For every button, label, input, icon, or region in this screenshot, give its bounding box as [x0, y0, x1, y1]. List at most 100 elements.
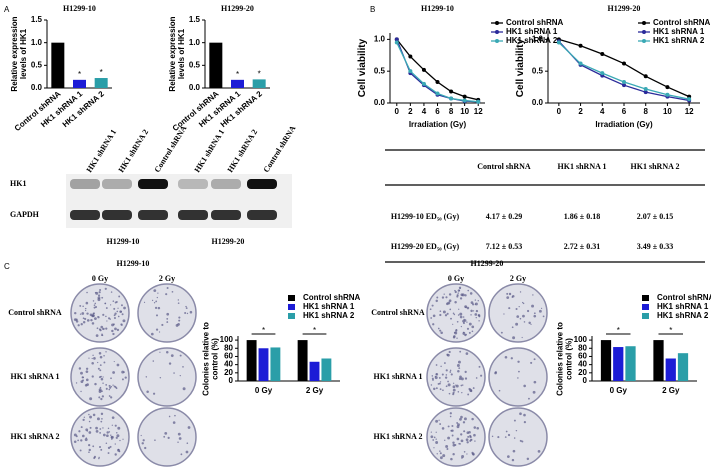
y-tick-label: 0.5 — [532, 66, 544, 75]
colony — [459, 350, 462, 353]
colony — [511, 296, 514, 298]
colony — [177, 432, 181, 436]
colony — [478, 315, 481, 318]
colony — [465, 438, 469, 442]
colony — [102, 328, 104, 330]
colony — [77, 324, 80, 327]
colony — [504, 355, 508, 359]
colony — [512, 449, 516, 453]
table-header: HK1 shRNA 2 — [631, 162, 680, 171]
colony — [110, 435, 114, 439]
bar — [625, 346, 636, 381]
colony — [89, 426, 92, 429]
colony — [455, 328, 458, 331]
colony — [95, 426, 98, 430]
table-header: HK1 shRNA 1 — [558, 162, 607, 171]
colony — [517, 377, 519, 379]
legend-label: HK1 shRNA 1 — [653, 27, 705, 36]
colony — [472, 303, 475, 306]
colony — [528, 397, 530, 400]
dish — [426, 283, 486, 343]
colony — [91, 322, 95, 325]
colony — [100, 325, 104, 329]
colony — [436, 453, 438, 455]
point — [408, 69, 413, 74]
y-tick-label: 100 — [574, 335, 588, 344]
colony — [466, 306, 470, 310]
colony — [81, 376, 84, 379]
colony — [473, 433, 476, 437]
colony — [469, 439, 472, 442]
x-axis-label: Irradiation (Gy) — [409, 120, 467, 129]
y-tick-label: 60 — [224, 352, 233, 361]
colony — [461, 391, 463, 394]
colony — [443, 293, 445, 295]
colony — [450, 373, 453, 376]
colony — [85, 437, 87, 439]
x-tick-label: 2 Gy — [306, 386, 324, 395]
colony — [166, 287, 169, 290]
colony — [450, 317, 452, 320]
colony-title: H1299-10 — [117, 259, 150, 268]
colony — [107, 427, 110, 430]
colony — [475, 309, 479, 313]
colony — [157, 306, 161, 310]
x-tick-label: 2 Gy — [662, 386, 680, 395]
column-label: 0 Gy — [448, 274, 464, 283]
colony — [110, 291, 113, 293]
colony — [439, 313, 442, 317]
colony — [464, 334, 467, 337]
colony — [451, 425, 454, 428]
colony-title: H1299-20 — [471, 259, 504, 268]
colony — [464, 417, 467, 421]
colony — [115, 387, 118, 390]
colony — [452, 388, 456, 392]
colony — [177, 302, 180, 304]
colony — [457, 423, 460, 427]
colony — [452, 441, 455, 444]
colony — [503, 313, 505, 315]
colony — [519, 439, 522, 442]
colony — [105, 327, 108, 330]
colony — [462, 319, 465, 323]
colony — [97, 316, 99, 318]
colony — [93, 304, 96, 306]
colony — [523, 384, 526, 388]
colony — [475, 377, 478, 379]
colony — [532, 390, 536, 394]
legend-label: HK1 shRNA 2 — [506, 36, 558, 45]
colony — [445, 369, 448, 372]
colony — [166, 351, 169, 354]
annotation: * — [669, 326, 672, 335]
y-tick-label: 1.5 — [189, 15, 201, 24]
y-tick-label: 0.5 — [374, 66, 386, 75]
colony — [523, 420, 527, 424]
colony — [491, 435, 494, 438]
colony — [528, 321, 531, 325]
colony — [120, 310, 122, 313]
colony — [439, 452, 442, 455]
colony — [121, 313, 124, 316]
colony — [115, 301, 118, 303]
legend-swatch — [642, 295, 649, 301]
table-cell: H1299-10 ED₅₀ (Gy) — [391, 212, 460, 221]
colony — [436, 296, 439, 299]
colony — [122, 438, 124, 440]
colony — [113, 360, 115, 363]
point — [622, 80, 626, 84]
colony — [179, 354, 182, 357]
colony — [470, 301, 474, 304]
colony — [114, 327, 117, 331]
colony — [96, 417, 100, 421]
colony — [143, 301, 146, 304]
colony — [507, 455, 510, 458]
colony — [475, 316, 477, 319]
y-tick-label: 1.0 — [532, 34, 544, 43]
band — [211, 210, 241, 220]
colony — [186, 312, 189, 315]
colony — [105, 387, 108, 390]
colony — [526, 309, 530, 313]
colony — [456, 294, 459, 297]
colony — [106, 434, 109, 438]
table-cell: 4.17 ± 0.29 — [486, 212, 522, 221]
